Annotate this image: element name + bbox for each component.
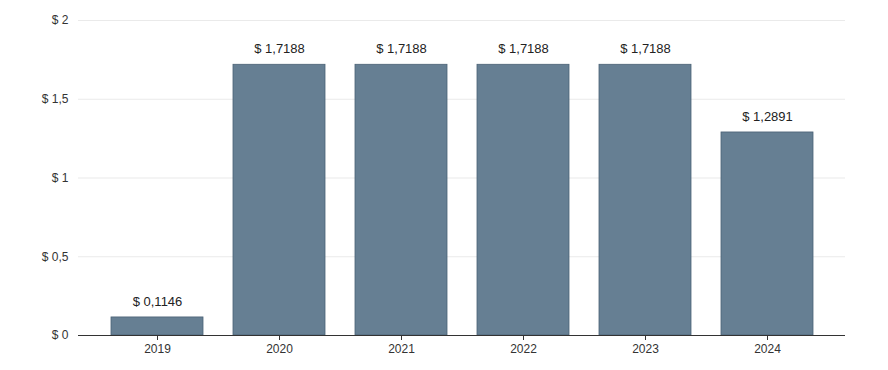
svg-text:$ 1: $ 1 [52, 171, 69, 185]
svg-text:$ 1,5: $ 1,5 [42, 92, 69, 106]
svg-text:2020: 2020 [266, 342, 293, 356]
html-text:(c) Trivano.com: (c) Trivano.com [804, 1, 880, 13]
svg-text:$ 2: $ 2 [52, 13, 69, 27]
svg-text:2022: 2022 [510, 342, 537, 356]
svg-text:2024: 2024 [754, 342, 781, 356]
svg-text:2023: 2023 [632, 342, 659, 356]
svg-text:$ 0,5: $ 0,5 [42, 250, 69, 264]
svg-text:$ 1,7188: $ 1,7188 [620, 41, 671, 56]
svg-text:$ 0,1146: $ 0,1146 [133, 294, 183, 309]
svg-text:$ 1,7188: $ 1,7188 [376, 41, 427, 56]
svg-text:$ 1,2891: $ 1,2891 [742, 109, 793, 124]
svg-text:$ 0: $ 0 [52, 328, 69, 342]
svg-text:2019: 2019 [144, 342, 171, 356]
svg-text:$ 1,7188: $ 1,7188 [498, 41, 549, 56]
svg-text:$ 1,7188: $ 1,7188 [254, 41, 305, 56]
svg-text:2021: 2021 [388, 342, 415, 356]
